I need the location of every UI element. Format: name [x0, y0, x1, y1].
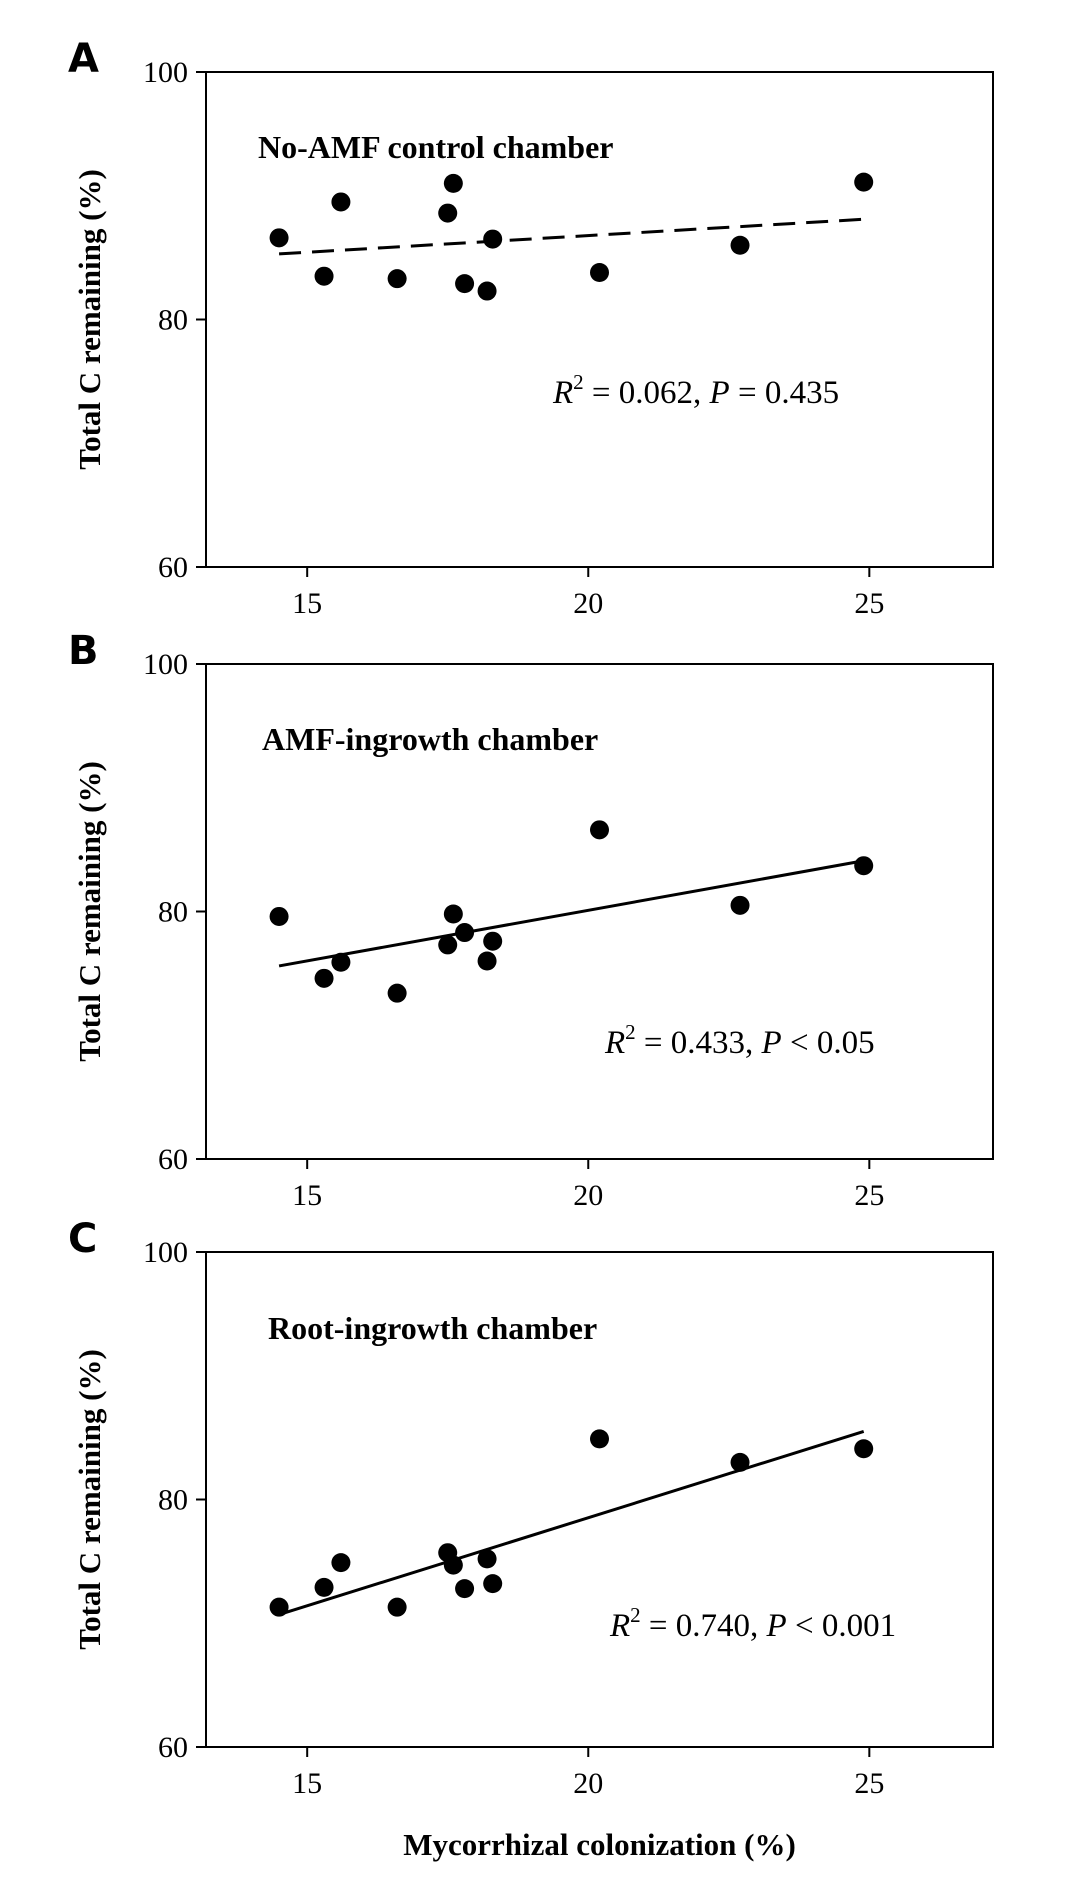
data-point [730, 235, 750, 255]
data-point [269, 228, 289, 248]
r-squared-superscript: 2 [573, 370, 584, 394]
data-point [387, 983, 407, 1003]
data-point [477, 951, 497, 971]
x-tick-label: 20 [573, 1179, 603, 1212]
data-point [443, 1555, 463, 1575]
r-squared-value: = 0.740, [641, 1608, 767, 1644]
x-tick-label: 25 [854, 587, 884, 620]
data-point [854, 856, 874, 876]
data-point [590, 820, 609, 840]
data-point [269, 906, 289, 926]
data-point [314, 1577, 334, 1597]
y-tick-label: 100 [143, 56, 188, 89]
p-value: < 0.001 [787, 1608, 896, 1644]
x-tick-label: 15 [292, 587, 322, 620]
trendline [278, 217, 864, 256]
y-tick-label: 100 [143, 1236, 188, 1269]
x-tick-label: 20 [573, 587, 603, 620]
panel-label: C [68, 1216, 97, 1262]
panel-title: No-AMF control chamber [258, 129, 613, 165]
y-tick-label: 100 [143, 648, 188, 681]
y-tick-label: 80 [158, 1484, 188, 1517]
data-point [331, 192, 351, 212]
x-tick-label: 20 [573, 1767, 603, 1800]
data-point [730, 1452, 750, 1472]
stat-annotation: R2 = 0.433, P < 0.05 [604, 1020, 875, 1061]
r-squared-superscript: 2 [630, 1603, 641, 1627]
r-squared-value: = 0.062, [584, 375, 710, 411]
p-value: < 0.05 [782, 1025, 875, 1061]
r-squared-symbol: R [552, 375, 573, 411]
trendline [278, 859, 864, 968]
data-point [314, 266, 334, 286]
p-value: = 0.435 [730, 375, 839, 411]
data-point [331, 1553, 351, 1573]
y-tick-label: 60 [158, 1143, 188, 1176]
data-point [590, 1429, 609, 1449]
y-axis-title: Total C remaining (%) [72, 1349, 107, 1650]
x-tick-label: 15 [292, 1767, 322, 1800]
panel-title: Root-ingrowth chamber [268, 1310, 597, 1346]
data-point [387, 1597, 407, 1617]
data-point [269, 1597, 289, 1617]
data-point [854, 172, 874, 192]
panel-a: A 60 80 100 15 20 25 Total C remaining (%) No-AM… [68, 36, 994, 620]
p-symbol: P [761, 1025, 782, 1061]
data-point [438, 203, 458, 223]
data-point [455, 923, 475, 943]
data-point [443, 173, 463, 193]
y-axis-title: Total C remaining (%) [72, 169, 107, 470]
data-point [443, 904, 463, 924]
data-point [483, 931, 503, 951]
data-point [854, 1439, 874, 1459]
panel-b: B 60 80 100 15 20 25 Total C remaining (%) AMF-i… [68, 628, 994, 1212]
y-tick-label: 60 [158, 1731, 188, 1764]
data-point [477, 281, 497, 301]
x-tick-label: 25 [854, 1179, 884, 1212]
y-tick-label: 60 [158, 551, 188, 584]
data-point [477, 1549, 497, 1569]
data-point [590, 262, 609, 282]
y-tick-label: 80 [158, 896, 188, 929]
data-point [387, 269, 407, 289]
panel-c: C 60 80 100 15 20 25 Total C remaining (%) Mycor… [68, 1216, 994, 1862]
y-tick-label: 80 [158, 304, 188, 337]
stat-annotation: R2 = 0.740, P < 0.001 [609, 1603, 896, 1644]
data-point [455, 1579, 475, 1599]
data-point [438, 935, 458, 955]
p-symbol: P [709, 375, 730, 411]
r-squared-symbol: R [609, 1608, 630, 1644]
r-squared-superscript: 2 [625, 1020, 636, 1044]
panel-title: AMF-ingrowth chamber [262, 721, 598, 757]
data-point [455, 274, 475, 294]
panel-label: B [68, 628, 99, 674]
data-point [331, 952, 351, 972]
x-tick-label: 25 [854, 1767, 884, 1800]
p-symbol: P [766, 1608, 787, 1644]
y-axis-title: Total C remaining (%) [72, 761, 107, 1062]
data-point [730, 895, 750, 915]
x-axis-title: Mycorrhizal colonization (%) [403, 1827, 796, 1862]
x-tick-label: 15 [292, 1179, 322, 1212]
r-squared-symbol: R [604, 1025, 625, 1061]
stat-annotation: R2 = 0.062, P = 0.435 [552, 370, 839, 411]
trendline [278, 1430, 865, 1617]
panel-label: A [68, 36, 99, 82]
data-point [314, 968, 334, 988]
r-squared-value: = 0.433, [636, 1025, 762, 1061]
data-point [483, 1574, 503, 1594]
data-point [483, 229, 503, 249]
